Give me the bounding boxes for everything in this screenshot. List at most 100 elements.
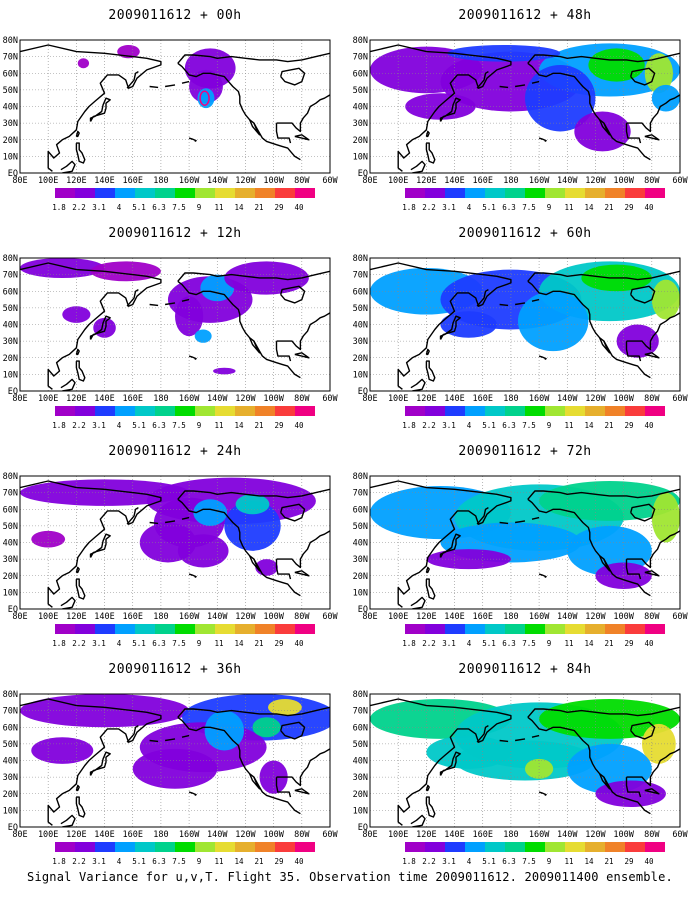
colorbar-label: 14 — [584, 857, 594, 866]
lat-tick-label: 30N — [3, 119, 18, 129]
variance-contour — [189, 69, 223, 104]
coastline — [60, 814, 76, 827]
colorbar-swatch — [645, 842, 665, 852]
coastline — [75, 566, 80, 574]
colorbar-swatch — [445, 406, 465, 416]
coastline — [280, 503, 306, 522]
lat-tick-label: 20N — [3, 354, 18, 364]
colorbar-swatch — [195, 188, 215, 198]
colorbar-swatch — [425, 842, 445, 852]
coastline — [514, 520, 526, 524]
map-panel: 2009011612 + 72h 80N 70N 60N 50N 40N 30N 20N 10N… — [350, 436, 700, 654]
map-background — [20, 40, 330, 173]
colorbar-label: 14 — [584, 639, 594, 648]
colorbar-label: 5.1 — [132, 421, 146, 430]
variance-contour — [651, 84, 680, 112]
coastline — [527, 52, 680, 64]
lon-tick-label: 80E — [12, 394, 27, 404]
coastline — [181, 80, 190, 84]
coastline — [425, 578, 436, 600]
lon-tick-label: 100W — [613, 176, 634, 186]
variance-contour — [651, 492, 680, 543]
coastline — [425, 360, 436, 382]
colorbar-label: 6.3 — [152, 203, 166, 212]
coastline — [527, 498, 651, 597]
variance-contour — [213, 367, 236, 375]
lat-tick-label: 60N — [353, 69, 368, 79]
colorbar-label: 14 — [234, 203, 244, 212]
lat-tick-label: 10N — [3, 152, 18, 162]
colorbar-swatch — [445, 188, 465, 198]
coastline — [294, 570, 310, 577]
coastline — [188, 355, 197, 361]
colorbar-label: 9 — [197, 857, 202, 866]
panel-title: 2009011612 + 48h — [458, 8, 592, 23]
colorbar-label: 9 — [547, 639, 552, 648]
coastline — [275, 123, 292, 144]
coastline — [370, 262, 512, 390]
lon-tick-label: 100W — [263, 394, 284, 404]
colorbar-label: 5.1 — [482, 421, 496, 430]
colorbar-swatch — [195, 842, 215, 852]
coastline — [75, 348, 80, 356]
coastline — [644, 788, 660, 795]
colorbar-swatch — [235, 624, 255, 634]
lat-tick-label: 70N — [353, 707, 368, 717]
lat-tick-label: EQ — [358, 823, 368, 833]
colorbar: 1.8 2.2 3.1 4 5.1 6.3 7.5 9 11 14 21 29 40 — [52, 624, 315, 648]
lon-tick-label: 100W — [613, 830, 634, 840]
colorbar-swatch — [465, 188, 485, 198]
variance-contour — [177, 534, 229, 568]
lat-tick-label: 70N — [353, 271, 368, 281]
coastline — [249, 773, 261, 790]
colorbar-swatch — [155, 406, 175, 416]
lat-tick-label: 40N — [353, 321, 368, 331]
map-panel: 2009011612 + 24h 80N 70N 60N 50N 40N 30N 20N 10N… — [0, 436, 350, 654]
coastline — [164, 302, 176, 306]
variance-contour — [525, 758, 554, 779]
colorbar-label: 7.5 — [172, 639, 186, 648]
colorbar-label: 29 — [624, 639, 633, 648]
coastline — [370, 480, 512, 608]
map-frame — [369, 693, 681, 828]
lon-tick-label: 120E — [66, 394, 86, 404]
colorbar-swatch — [75, 624, 95, 634]
lon-tick-label: 120E — [66, 830, 86, 840]
lat-tick-label: 60N — [3, 505, 18, 515]
colorbar-swatch — [55, 188, 75, 198]
lat-tick-label: 10N — [3, 806, 18, 816]
colorbar-label: 6.3 — [502, 639, 516, 648]
coastline — [149, 303, 159, 307]
coastline — [75, 360, 86, 382]
coastline — [425, 142, 436, 164]
coastline — [476, 70, 489, 89]
coastline — [538, 573, 547, 579]
colorbar-swatch — [565, 188, 585, 198]
colorbar-label: 1.8 — [52, 421, 66, 430]
map-panel: 2009011612 + 12h 80N 70N 60N 50N 40N 30N 20N 10N… — [0, 218, 350, 436]
lat-tick-label: 20N — [3, 572, 18, 582]
colorbar-label: 11 — [214, 857, 223, 866]
lon-tick-label: 120E — [416, 176, 436, 186]
coastline — [626, 748, 680, 787]
colorbar-label: 21 — [254, 421, 263, 430]
colorbar-swatch — [295, 624, 315, 634]
colorbar-label: 9 — [547, 421, 552, 430]
colorbar-label: 5.1 — [132, 857, 146, 866]
coastline — [294, 352, 310, 359]
coastline — [476, 288, 489, 307]
coastline — [89, 315, 111, 340]
colorbar-swatch — [95, 842, 115, 852]
coastline — [476, 724, 489, 743]
coastline — [531, 734, 540, 738]
lat-tick-label: EQ — [8, 387, 18, 397]
colorbar-swatch — [255, 624, 275, 634]
coastline — [75, 796, 86, 818]
coastline — [126, 506, 139, 525]
coastline — [126, 288, 139, 307]
coastline — [60, 160, 76, 173]
lon-tick-label: 140W — [207, 830, 228, 840]
lon-tick-label: 80W — [644, 394, 660, 404]
colorbar-swatch — [255, 842, 275, 852]
